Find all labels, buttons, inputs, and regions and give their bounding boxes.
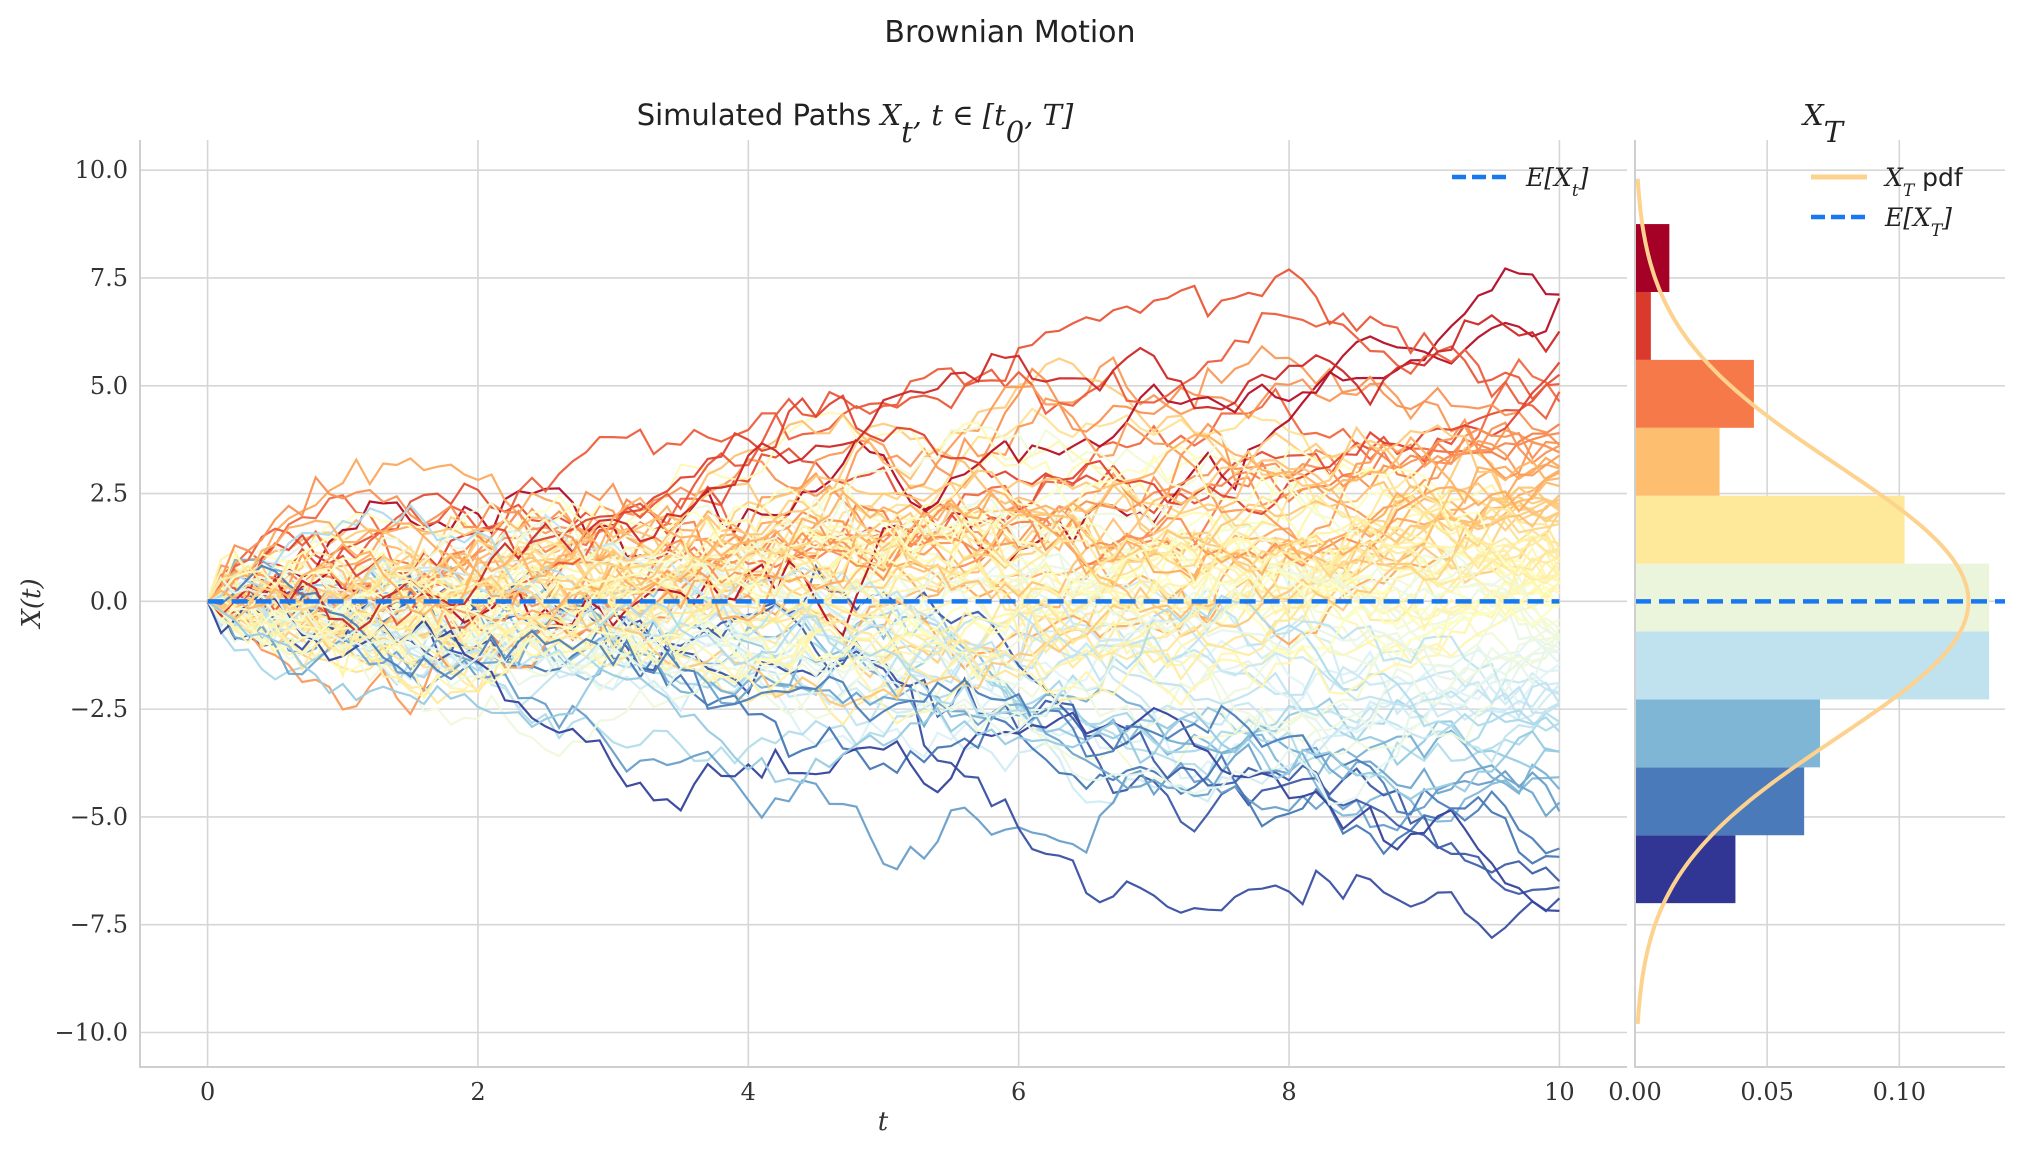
simulated-path: [206, 530, 1561, 683]
main-y-tick-label: 5.0: [90, 372, 128, 400]
side-x-tick-label: 0.00: [1608, 1078, 1661, 1106]
main-x-tick-label: 8: [1281, 1078, 1296, 1106]
main-y-tick-label: −2.5: [70, 695, 128, 723]
main-plot-spines: [139, 140, 1627, 1068]
simulated-path: [206, 513, 1560, 756]
main-x-tick-label: 4: [741, 1078, 756, 1106]
simulated-path: [207, 503, 1560, 732]
main-y-tick-label: 10.0: [75, 156, 128, 184]
simulated-path: [206, 574, 1560, 755]
histogram-bar: [1636, 427, 1720, 496]
simulated-path: [207, 424, 1561, 611]
simulated-path: [207, 312, 1561, 603]
main-x-tick-label: 2: [470, 1078, 485, 1106]
simulated-path: [206, 594, 1560, 912]
main-y-tick-label: 0.0: [90, 587, 128, 615]
side-x-tick-label: 0.10: [1873, 1078, 1926, 1106]
side-x-tick-label: 0.05: [1740, 1078, 1793, 1106]
histogram-bar: [1636, 631, 1990, 700]
main-y-tick-label: 2.5: [90, 480, 128, 508]
side-plot-title: XT: [1801, 98, 1846, 149]
histogram-bar: [1636, 563, 1990, 632]
side-plot-ticks: 0.00 0.05 0.10: [1608, 1078, 1926, 1106]
simulated-path: [206, 433, 1560, 617]
simulated-path: [206, 576, 1560, 737]
histogram-bar: [1636, 291, 1651, 360]
main-y-tick-label: 7.5: [90, 264, 128, 292]
histogram-bar: [1636, 495, 1905, 564]
main-y-tick-label: −10.0: [54, 1019, 128, 1047]
simulated-path: [206, 428, 1560, 602]
pdf-curve-group: [1635, 178, 1971, 1025]
main-y-axis-label: X(t): [17, 578, 47, 629]
simulated-path: [207, 558, 1560, 806]
simulated-path: [207, 600, 1561, 818]
histogram-bar: [1636, 224, 1670, 292]
main-plot-legend: E[Xt]: [1452, 163, 1589, 201]
side-plot-spines: [1634, 140, 2005, 1068]
histogram-bar: [1636, 359, 1754, 428]
main-plot-ticks: 0 2 4 6 8 10 10.0 7.5 5.0 2.5 0.0 −2.5 −5.0 −7.5 −10.0: [54, 156, 1574, 1106]
simulated-path: [206, 574, 1561, 720]
main-y-tick-label: −7.5: [70, 911, 128, 939]
simulated-path: [207, 486, 1560, 708]
simulated-path: [206, 538, 1561, 701]
main-x-tick-label: 6: [1011, 1078, 1026, 1106]
simulated-path: [206, 600, 1560, 801]
main-x-tick-label: 10: [1544, 1078, 1575, 1106]
histogram-bars: [1636, 224, 1990, 904]
legend-label: E[XT]: [1884, 203, 1952, 241]
simulated-path: [206, 472, 1561, 628]
pdf-curve: [1635, 178, 1971, 1025]
legend-label: E[Xt]: [1525, 163, 1589, 201]
figure-suptitle: Brownian Motion: [884, 15, 1135, 50]
histogram-bar: [1636, 699, 1820, 768]
main-plot-title: Simulated Paths Xt, t ∈ [t0, T]: [637, 98, 1074, 149]
simulated-path: [206, 514, 1560, 615]
legend-label: XT pdf: [1883, 163, 1964, 201]
simulated-path: [206, 426, 1561, 630]
simulated-path: [207, 546, 1560, 725]
main-x-axis-label: t: [878, 1107, 889, 1137]
simulated-path: [206, 361, 1561, 619]
simulated-path: [206, 515, 1561, 676]
simulated-path: [206, 373, 1561, 603]
main-y-tick-label: −5.0: [70, 803, 128, 831]
main-x-tick-label: 0: [200, 1078, 215, 1106]
simulated-path: [206, 469, 1560, 622]
simulated-path: [206, 483, 1560, 657]
